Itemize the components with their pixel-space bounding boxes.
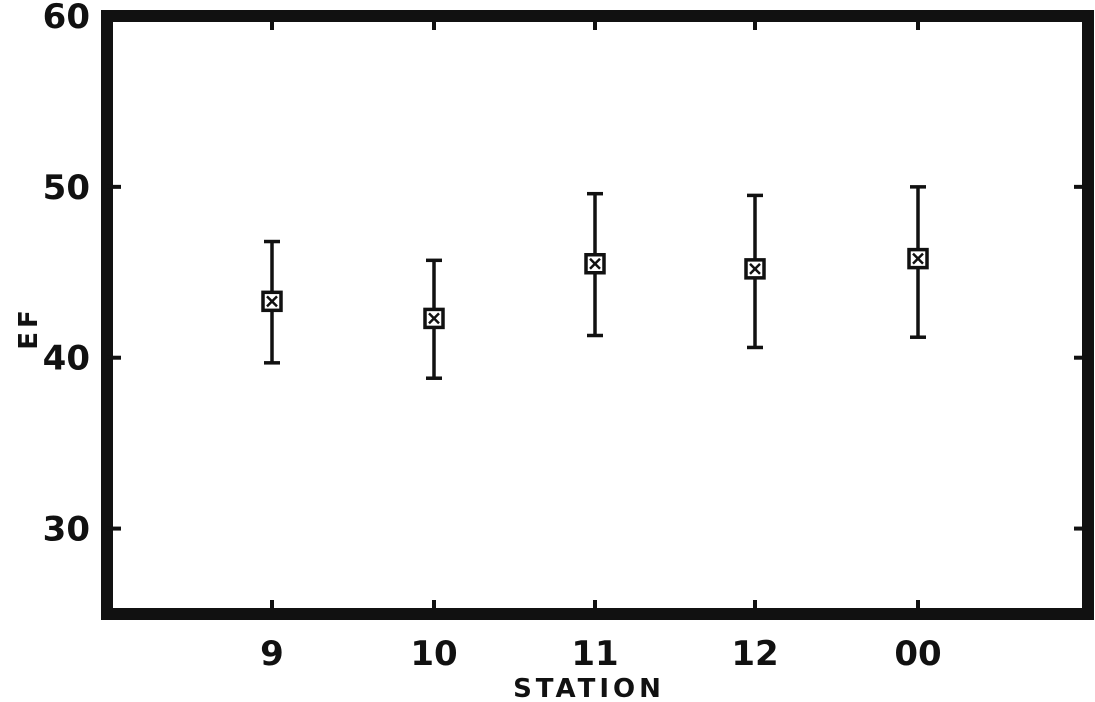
data-point-9 <box>261 239 283 365</box>
plot-frame <box>101 10 1094 620</box>
marker-cross-b <box>749 262 761 275</box>
marker-cross-b <box>428 312 440 325</box>
data-point-00 <box>907 185 929 339</box>
data-point-10 <box>423 258 445 380</box>
y-axis-title: EF <box>14 306 44 350</box>
data-points <box>261 185 929 380</box>
y-tick-label-40: 40 <box>43 339 90 379</box>
x-tick-label-11: 11 <box>571 634 618 674</box>
x-ticks: 9 10 11 12 00 <box>260 16 942 674</box>
marker-cross-b <box>266 295 278 308</box>
data-point-11 <box>584 191 606 338</box>
y-tick-label-50: 50 <box>43 168 90 208</box>
y-tick-label-30: 30 <box>43 510 90 550</box>
y-tick-label-60: 60 <box>43 0 90 37</box>
marker-cross-b <box>589 257 601 270</box>
x-tick-label-12: 12 <box>731 634 778 674</box>
data-point-12 <box>744 193 766 350</box>
y-ticks: 30 40 50 60 <box>43 0 1088 550</box>
plot-border <box>101 10 1094 620</box>
x-tick-label-10: 10 <box>410 634 457 674</box>
marker-cross-b <box>912 252 924 265</box>
x-tick-label-9: 9 <box>260 634 284 674</box>
x-tick-label-00: 00 <box>894 634 941 674</box>
x-axis-title: STATION <box>513 674 665 702</box>
